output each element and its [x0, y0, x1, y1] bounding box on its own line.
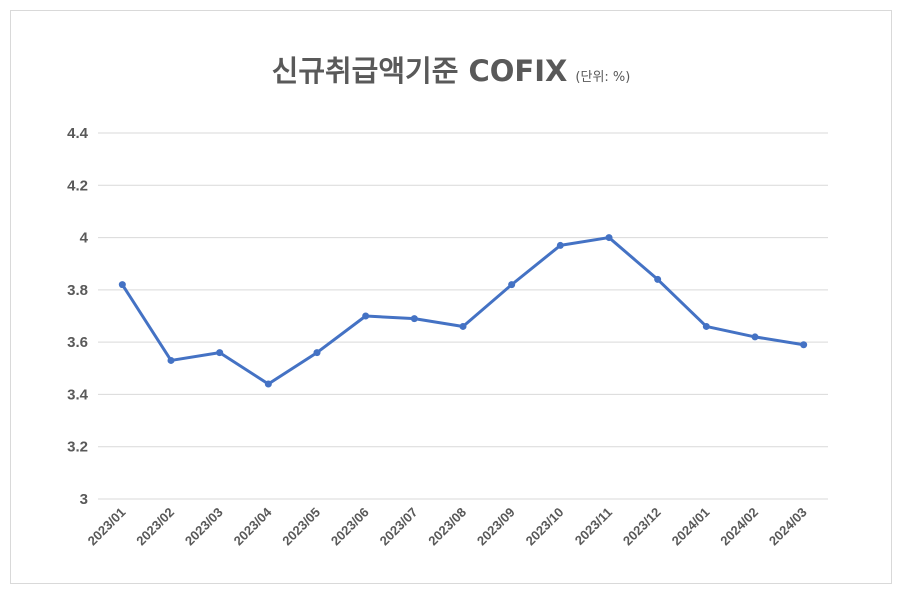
data-point [605, 234, 613, 242]
chart-unit: (단위: %) [575, 70, 630, 85]
data-point [556, 241, 564, 249]
x-tick-label: 2024/02 [717, 505, 761, 549]
line-chart: 신규취급액기준 COFIX (단위: %) 3 3.2 3.4 3.6 3.8 4 4.2 4.… [67, 54, 828, 548]
series-line [120, 236, 806, 386]
gridlines [98, 132, 828, 500]
chart-title-main: 신규취급액기준 COFIX [272, 54, 568, 88]
x-tick-label: 2024/03 [766, 505, 810, 549]
series-layer [118, 234, 808, 388]
y-tick-label: 3.8 [67, 282, 88, 299]
x-tick-label: 2023/02 [133, 505, 177, 549]
x-tick-label: 2023/06 [328, 505, 372, 549]
data-point [654, 275, 662, 283]
x-tick-label: 2023/09 [474, 505, 518, 549]
data-point [216, 349, 224, 357]
x-tick-label: 2023/07 [377, 505, 421, 549]
data-point [410, 315, 418, 323]
data-point [800, 341, 808, 349]
x-tick-label: 2024/01 [669, 505, 713, 549]
x-tick-label: 2023/10 [523, 505, 567, 549]
data-point [313, 349, 321, 357]
data-point [362, 312, 370, 320]
y-axis-ticks: 3 3.2 3.4 3.6 3.8 4 4.2 4.4 [67, 125, 89, 508]
data-point [264, 380, 272, 388]
y-tick-label: 3.4 [67, 386, 89, 403]
data-point [751, 333, 759, 341]
y-tick-label: 3 [80, 491, 88, 508]
x-tick-label: 2023/01 [85, 505, 129, 549]
x-axis-ticks: 2023/01 2023/02 2023/03 2023/04 2023/05 2023/… [85, 504, 810, 548]
data-point [508, 281, 516, 289]
y-tick-label: 3.6 [67, 334, 88, 351]
chart-frame: 신규취급액기준 COFIX (단위: %) 3 3.2 3.4 3.6 3.8 4 4.2 4.… [10, 10, 892, 584]
x-tick-label: 2023/03 [182, 505, 226, 549]
data-point [702, 322, 710, 330]
chart-title: 신규취급액기준 COFIX (단위: %) [272, 54, 631, 88]
x-tick-label: 2023/08 [425, 505, 469, 549]
x-tick-label: 2023/04 [231, 504, 275, 548]
data-point [167, 356, 175, 364]
y-tick-label: 4.2 [67, 177, 88, 194]
data-point [118, 281, 126, 289]
data-point [459, 322, 467, 330]
y-tick-label: 4.4 [67, 125, 89, 142]
x-tick-label: 2023/11 [572, 505, 615, 548]
x-tick-label: 2023/05 [279, 505, 323, 549]
y-tick-label: 4 [80, 230, 89, 247]
y-tick-label: 3.2 [67, 439, 88, 456]
x-tick-label: 2023/12 [620, 505, 664, 549]
